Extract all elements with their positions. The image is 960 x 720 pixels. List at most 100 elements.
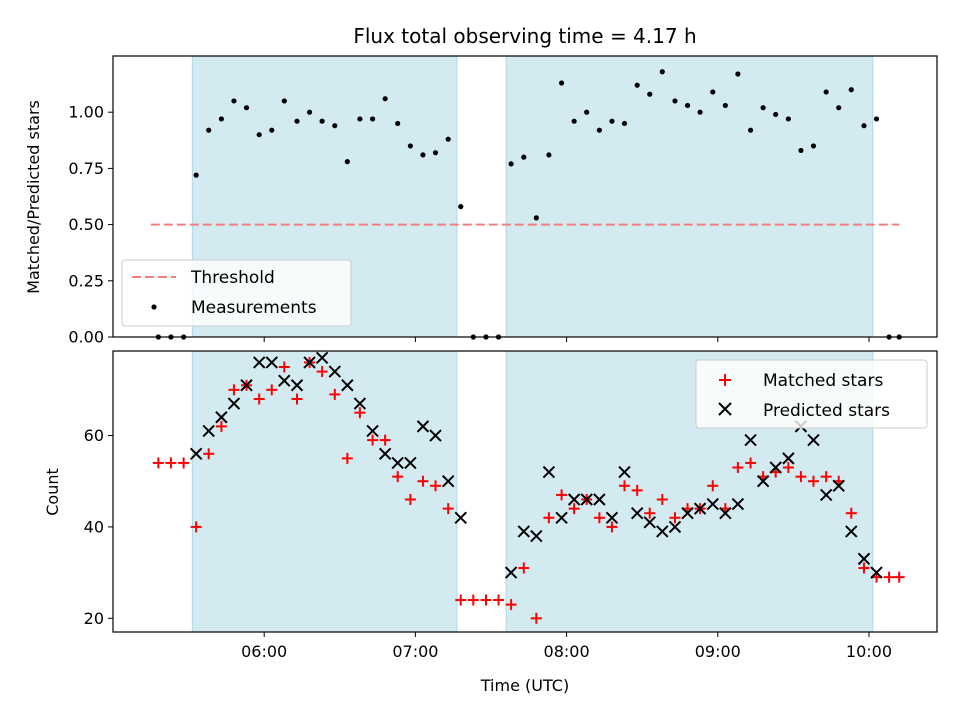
top-y-tick-label-4: 1.00 — [68, 103, 104, 122]
bot-y-tick-label-1: 40 — [84, 517, 104, 536]
predicted-star-point — [454, 511, 467, 524]
matched-star-point — [593, 512, 605, 524]
predicted-star-point — [782, 452, 795, 465]
x-axis-label: Time (UTC) — [480, 676, 569, 695]
bottom-y-axis-label: Count — [43, 468, 62, 516]
matched-star-point — [404, 493, 416, 505]
matched-star-point — [341, 452, 353, 464]
matched-star-point — [807, 475, 819, 487]
predicted-star-point — [643, 516, 656, 529]
predicted-star-point — [845, 525, 858, 538]
x-tick-label-2: 08:00 — [544, 642, 590, 661]
top-shaded-interval-1 — [505, 55, 874, 338]
panel-top: 0.00 0.25 0.50 0.75 1.00 Matched/Predicted s… — [24, 55, 938, 347]
measurement-point — [533, 215, 539, 221]
bottom-x-ticks: 06:00 07:00 08:00 09:00 10:00 — [241, 632, 892, 661]
matched-star-point — [203, 448, 215, 460]
bot-y-tick-label-2: 60 — [84, 426, 104, 445]
predicted-star-point — [706, 497, 719, 511]
matched-star-point — [543, 512, 555, 524]
predicted-star-point — [870, 566, 883, 579]
matched-star-point — [530, 612, 542, 624]
measurement-point — [571, 118, 577, 124]
measurement-point — [684, 102, 691, 109]
matched-star-point — [568, 503, 580, 515]
matched-star-point — [893, 571, 905, 583]
measurement-point — [432, 150, 439, 156]
measurement-point — [760, 105, 766, 111]
predicted-star-point — [240, 379, 253, 392]
measurement-point — [256, 132, 262, 138]
measurement-point — [521, 154, 527, 160]
matched-star-point — [429, 480, 441, 492]
threshold-legend-label: Threshold — [190, 268, 275, 288]
matched-star-point — [316, 366, 328, 378]
measurement-point — [621, 120, 628, 127]
predicted-star-point — [303, 356, 316, 369]
matched-star-point — [266, 384, 278, 396]
bottom-y-ticks: 20 40 60 — [84, 426, 113, 628]
matched-star-point — [631, 484, 643, 496]
predicted-star-point — [530, 529, 543, 543]
matched-star-point — [820, 471, 832, 483]
predicted-star-point — [517, 525, 530, 538]
predicted-star-point — [504, 566, 518, 579]
matched-star-point — [745, 457, 757, 469]
measurement-point — [647, 91, 653, 97]
predicted-star-point — [819, 488, 833, 502]
matched-star-point — [518, 562, 530, 574]
measurement-point — [558, 80, 565, 86]
matched-star-point — [858, 562, 870, 574]
measurement-point — [659, 69, 665, 75]
matched-star-point — [644, 507, 656, 519]
measurements-legend-label: Measurements — [191, 298, 317, 318]
predicted-star-point — [744, 433, 757, 447]
predicted-star-point — [341, 379, 354, 392]
predicted-star-point — [756, 475, 770, 488]
measurement-point — [848, 87, 854, 93]
measurement-point — [861, 123, 867, 129]
predicted-star-point — [668, 520, 682, 534]
predicted-star-point — [227, 397, 241, 410]
measurement-point — [596, 127, 602, 133]
predicted-star-point — [353, 397, 367, 410]
matched-star-point — [178, 457, 190, 469]
matched-star-point — [417, 475, 429, 487]
matched-star-point — [392, 471, 404, 483]
measurement-point — [193, 172, 199, 178]
predicted-star-point — [630, 506, 644, 520]
x-tick-label-3: 09:00 — [695, 642, 741, 661]
matched-star-point — [291, 393, 303, 405]
matched-star-point — [845, 507, 857, 519]
predicted-star-point — [542, 465, 556, 479]
predicted-star-point — [290, 379, 304, 392]
predicted-star-point — [265, 356, 278, 369]
measurement-point — [697, 109, 703, 115]
matched-star-point — [190, 521, 202, 533]
matched-star-point — [795, 471, 807, 483]
bottom-legend-box — [695, 359, 928, 429]
predicted-star-point — [681, 506, 694, 520]
matched-star-point — [606, 521, 618, 533]
matched-star-point — [152, 457, 164, 469]
predicted-star-point — [693, 502, 707, 515]
predicted-star-point — [278, 374, 291, 387]
top-legend: Threshold Measurements — [121, 259, 352, 327]
matched-star-point — [556, 489, 568, 501]
matched-star-point — [278, 361, 290, 373]
predicted-star-point — [567, 493, 581, 506]
x-tick-label-1: 07:00 — [392, 642, 438, 661]
measurements-legend-marker — [151, 304, 157, 310]
top-y-axis-label: Matched/Predicted stars — [24, 100, 43, 294]
predicted-legend-label: Predicted stars — [763, 401, 890, 421]
predicted-star-point — [857, 552, 871, 566]
matched-star-point — [354, 407, 366, 419]
matched-star-point — [782, 462, 794, 474]
measurement-point — [206, 127, 212, 133]
measurement-point — [395, 120, 401, 127]
measurement-point — [823, 89, 829, 95]
bot-y-tick-label-0: 20 — [84, 609, 104, 628]
measurement-point — [798, 147, 804, 154]
measurement-point — [672, 98, 678, 104]
